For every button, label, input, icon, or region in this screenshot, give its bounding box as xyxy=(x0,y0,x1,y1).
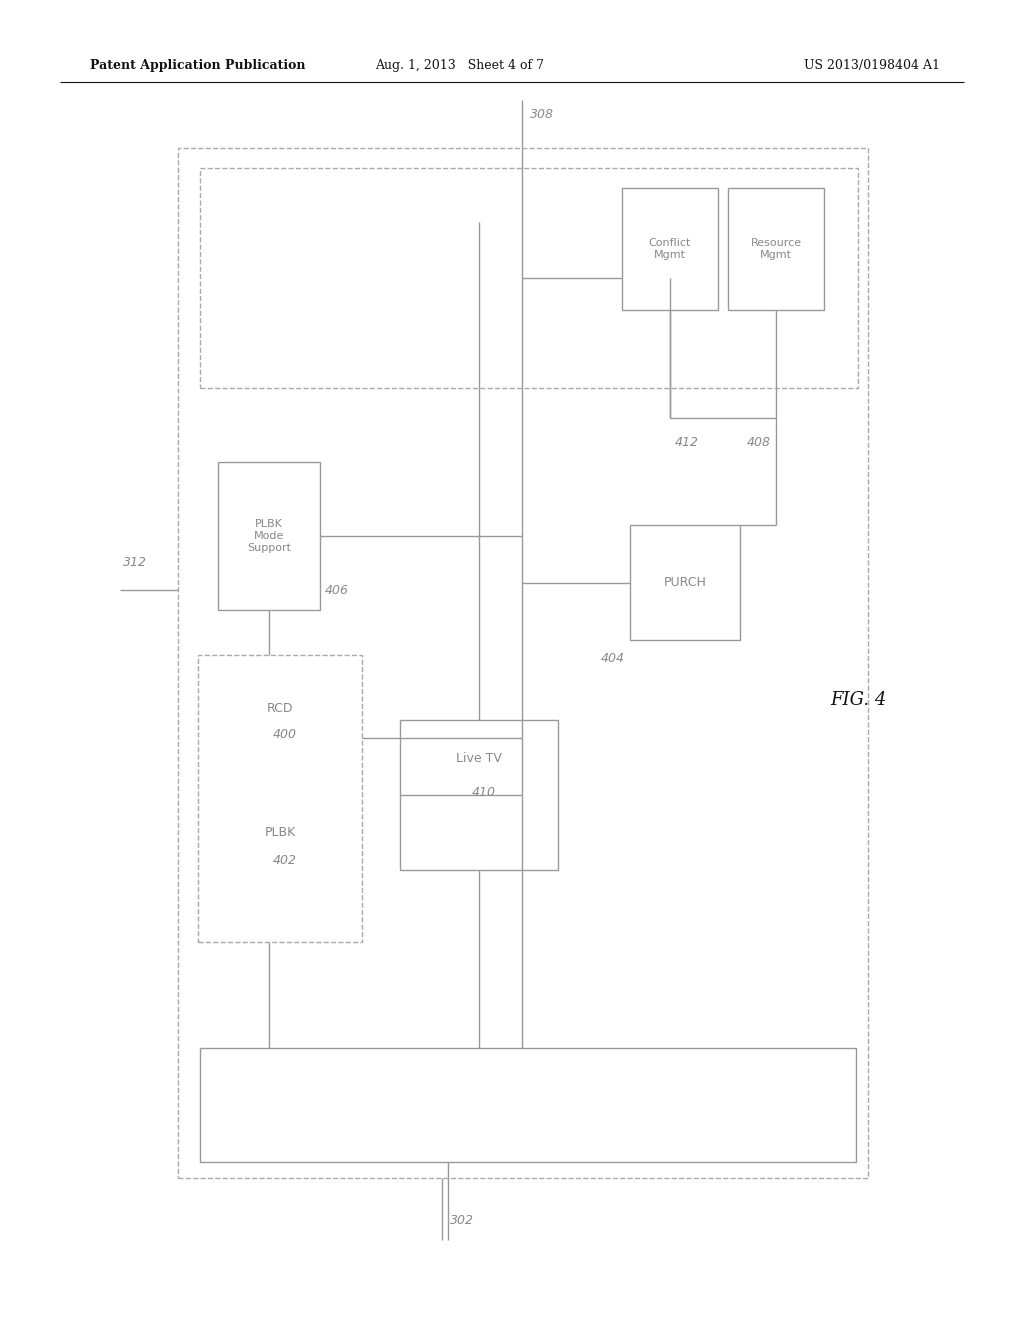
Text: PLBK
Mode
Support: PLBK Mode Support xyxy=(247,519,291,553)
Text: 400: 400 xyxy=(273,729,297,742)
Text: 402: 402 xyxy=(273,854,297,866)
Text: Patent Application Publication: Patent Application Publication xyxy=(90,58,305,71)
Text: Conflict
Mgmt: Conflict Mgmt xyxy=(649,238,691,260)
Bar xyxy=(198,655,362,942)
Text: Resource
Mgmt: Resource Mgmt xyxy=(751,238,802,260)
Text: PURCH: PURCH xyxy=(664,576,707,589)
Text: 408: 408 xyxy=(746,437,771,450)
Text: 308: 308 xyxy=(530,108,554,121)
Text: 406: 406 xyxy=(325,583,349,597)
Text: 412: 412 xyxy=(675,437,699,450)
Text: RCD: RCD xyxy=(266,701,293,714)
Bar xyxy=(178,148,868,1177)
Text: 410: 410 xyxy=(472,785,496,799)
Bar xyxy=(400,719,558,870)
Bar xyxy=(728,187,824,310)
Bar xyxy=(215,805,345,920)
Bar xyxy=(622,187,718,310)
Text: US 2013/0198404 A1: US 2013/0198404 A1 xyxy=(804,58,940,71)
Bar xyxy=(215,680,345,795)
Text: 404: 404 xyxy=(601,652,625,664)
Bar xyxy=(630,525,740,640)
Bar xyxy=(200,1048,856,1162)
Text: 312: 312 xyxy=(123,556,147,569)
Text: FIG. 4: FIG. 4 xyxy=(830,690,887,709)
Text: 302: 302 xyxy=(450,1213,474,1226)
Text: Aug. 1, 2013   Sheet 4 of 7: Aug. 1, 2013 Sheet 4 of 7 xyxy=(376,58,545,71)
Text: PLBK: PLBK xyxy=(264,826,296,840)
Bar xyxy=(200,168,858,388)
Text: Live TV: Live TV xyxy=(456,751,502,764)
Bar xyxy=(218,462,319,610)
